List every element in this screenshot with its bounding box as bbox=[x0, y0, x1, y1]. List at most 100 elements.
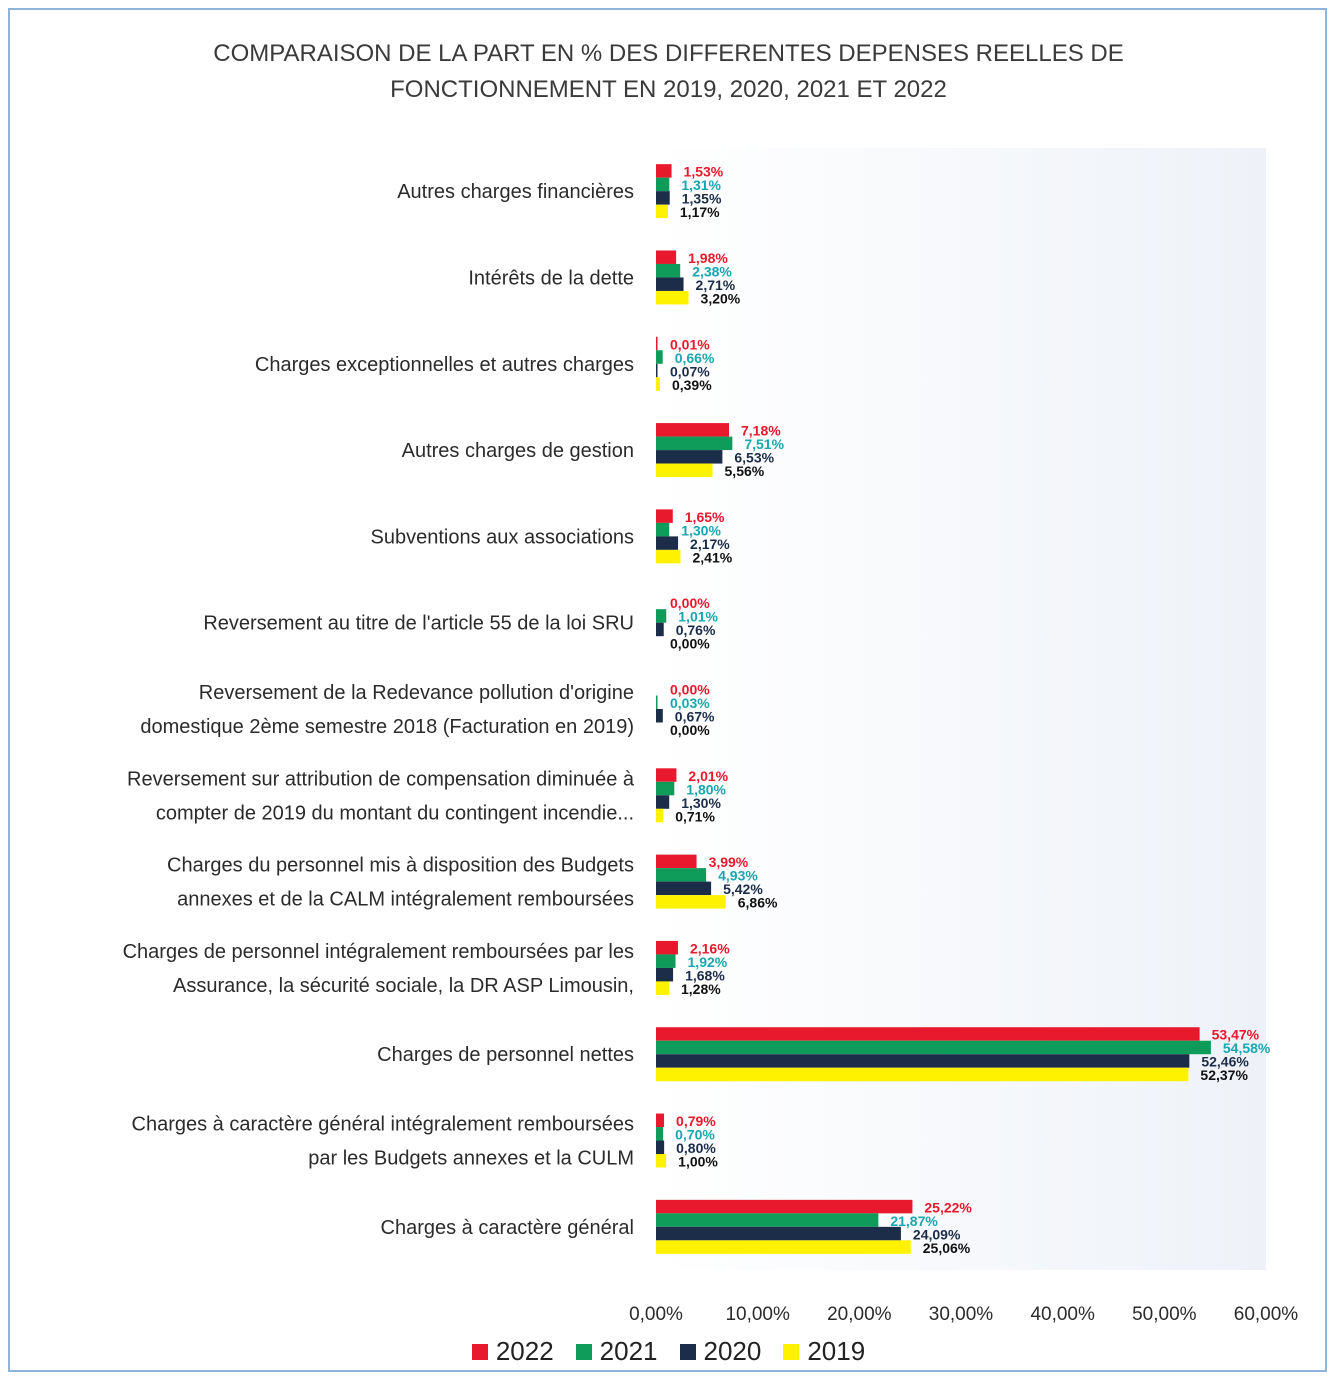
legend-item-2019: 2019 bbox=[783, 1336, 865, 1367]
category-label: Reversement au titre de l'article 55 de … bbox=[203, 613, 634, 635]
category-label: Intérêts de la dette bbox=[468, 267, 634, 289]
data-label-2022: 1,53% bbox=[684, 164, 724, 180]
bar-2021 bbox=[656, 263, 681, 278]
data-label-2022: 2,16% bbox=[690, 940, 730, 956]
category-label: Charges du personnel mis à disposition d… bbox=[167, 855, 634, 911]
bar-2019 bbox=[656, 1067, 1189, 1082]
data-label-2019: 0,00% bbox=[670, 636, 710, 652]
data-label-2021: 21,87% bbox=[890, 1213, 938, 1229]
category-label: Autres charges de gestion bbox=[402, 440, 634, 462]
chart-title-line-2: FONCTIONNEMENT EN 2019, 2020, 2021 ET 20… bbox=[390, 76, 947, 103]
category-label: Reversement sur attribution de compensat… bbox=[127, 768, 635, 824]
data-label-2022: 0,01% bbox=[670, 336, 710, 352]
bar-2020 bbox=[656, 1054, 1190, 1068]
data-label-2020: 2,17% bbox=[690, 536, 730, 552]
data-label-2020: 5,42% bbox=[723, 881, 763, 897]
data-label-2021: 7,51% bbox=[744, 436, 784, 452]
x-tick-label: 10,00% bbox=[725, 1304, 790, 1325]
bar-2022 bbox=[656, 1027, 1200, 1041]
bar-2022 bbox=[656, 509, 673, 523]
bar-2022 bbox=[656, 423, 729, 437]
data-label-2020: 2,71% bbox=[696, 277, 736, 293]
x-tick-label: 50,00% bbox=[1132, 1304, 1197, 1325]
bar-2021 bbox=[656, 522, 670, 537]
data-label-2020: 0,07% bbox=[670, 363, 710, 379]
chart-title-line-1: COMPARAISON DE LA PART EN % DES DIFFEREN… bbox=[213, 40, 1124, 67]
bar-2021 bbox=[656, 695, 658, 709]
x-tick-label: 60,00% bbox=[1234, 1304, 1299, 1325]
bar-2020 bbox=[656, 277, 684, 291]
legend-swatch bbox=[679, 1343, 696, 1360]
legend-item-2022: 2022 bbox=[471, 1336, 554, 1367]
bar-2019 bbox=[656, 981, 670, 995]
data-label-2019: 2,41% bbox=[693, 549, 733, 565]
bar-2020 bbox=[656, 1226, 901, 1241]
data-label-2020: 0,80% bbox=[676, 1140, 716, 1156]
x-tick-label: 20,00% bbox=[827, 1304, 892, 1325]
bar-2021 bbox=[656, 1127, 664, 1141]
legend-swatch bbox=[575, 1343, 592, 1360]
bar-2020 bbox=[656, 191, 670, 205]
data-label-2020: 52,46% bbox=[1201, 1054, 1249, 1070]
bar-2021 bbox=[656, 350, 663, 364]
data-label-2021: 54,58% bbox=[1223, 1040, 1271, 1056]
bar-2022 bbox=[656, 768, 677, 782]
data-label-2022: 0,79% bbox=[676, 1113, 716, 1129]
legend-label: 2020 bbox=[703, 1336, 762, 1366]
data-label-2021: 2,38% bbox=[692, 263, 732, 279]
data-label-2021: 0,03% bbox=[670, 695, 710, 711]
category-label: Charges exceptionnelles et autres charge… bbox=[255, 354, 634, 376]
legend-item-2020: 2020 bbox=[679, 1336, 762, 1367]
bar-2020 bbox=[656, 709, 663, 723]
bar-2021 bbox=[656, 609, 667, 623]
data-label-2019: 52,37% bbox=[1200, 1067, 1248, 1083]
data-label-2020: 1,35% bbox=[682, 191, 722, 207]
bar-2021 bbox=[656, 436, 733, 451]
data-label-2019: 6,86% bbox=[738, 895, 778, 911]
data-label-2019: 3,20% bbox=[701, 290, 741, 306]
data-label-2019: 1,00% bbox=[678, 1154, 718, 1170]
bar-2019 bbox=[656, 808, 664, 823]
x-tick-label: 0,00% bbox=[629, 1304, 683, 1325]
category-label: Subventions aux associations bbox=[371, 526, 635, 548]
data-label-2019: 5,56% bbox=[725, 463, 765, 479]
bar-2020 bbox=[656, 1140, 665, 1155]
bar-2019 bbox=[656, 1154, 667, 1168]
data-label-2019: 0,00% bbox=[670, 722, 710, 738]
data-label-2021: 1,30% bbox=[681, 522, 721, 538]
category-label: Charges à caractère général intégralemen… bbox=[132, 1114, 635, 1170]
data-label-2019: 0,39% bbox=[672, 377, 712, 393]
legend-swatch bbox=[783, 1343, 800, 1360]
bar-2019 bbox=[656, 463, 713, 478]
category-label: Charges à caractère général bbox=[381, 1217, 634, 1239]
data-label-2022: 53,47% bbox=[1212, 1027, 1260, 1043]
bar-2019 bbox=[656, 1240, 911, 1254]
bar-2019 bbox=[656, 290, 689, 305]
data-label-2022: 3,99% bbox=[709, 854, 749, 870]
legend-label: 2021 bbox=[599, 1336, 658, 1366]
bar-2021 bbox=[656, 781, 675, 796]
data-label-2022: 2,01% bbox=[688, 768, 728, 784]
bar-2019 bbox=[656, 377, 660, 391]
bar-2021 bbox=[656, 1040, 1211, 1055]
data-label-2020: 0,67% bbox=[675, 709, 715, 725]
data-label-2022: 7,18% bbox=[741, 423, 781, 439]
data-label-2019: 25,06% bbox=[923, 1240, 971, 1256]
data-label-2021: 1,31% bbox=[681, 177, 721, 193]
bar-2020 bbox=[656, 881, 712, 896]
legend-label: 2019 bbox=[807, 1336, 866, 1366]
data-label-2020: 0,76% bbox=[676, 622, 716, 638]
x-tick-label: 40,00% bbox=[1030, 1304, 1095, 1325]
data-label-2020: 1,30% bbox=[681, 795, 721, 811]
data-label-2021: 0,70% bbox=[675, 1127, 715, 1143]
bar-2021 bbox=[656, 954, 676, 968]
bar-2021 bbox=[656, 868, 707, 882]
data-label-2022: 25,22% bbox=[924, 1199, 972, 1215]
chart-title: COMPARAISON DE LA PART EN % DES DIFFEREN… bbox=[0, 36, 1337, 108]
data-label-2021: 1,92% bbox=[688, 954, 728, 970]
chart-legend: 2022 2021 2020 2019 bbox=[0, 1336, 1337, 1367]
bar-2020 bbox=[656, 795, 670, 809]
category-label: Autres charges financières bbox=[397, 181, 634, 203]
data-label-2022: 0,00% bbox=[670, 595, 710, 611]
